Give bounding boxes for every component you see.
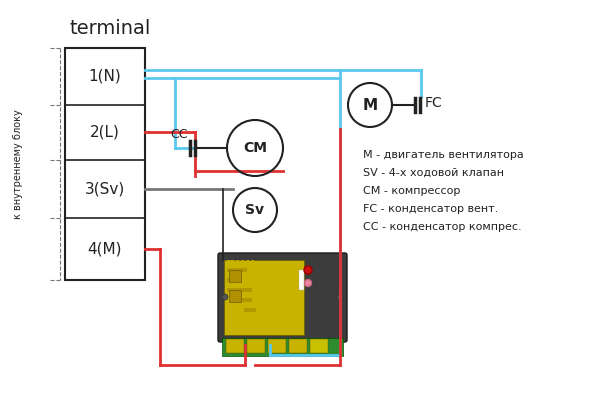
Text: 3(Sv): 3(Sv) [85, 182, 125, 197]
Circle shape [337, 294, 343, 300]
Bar [229, 290, 241, 302]
Text: Sv: Sv [245, 203, 264, 217]
Bar [227, 288, 252, 292]
Bar [299, 270, 304, 290]
Text: 4(M): 4(M) [88, 242, 122, 256]
Text: M - двигатель вентилятора: M - двигатель вентилятора [363, 150, 524, 160]
Text: FC: FC [425, 96, 443, 110]
Bar [65, 48, 145, 280]
Text: 2(L): 2(L) [90, 125, 120, 139]
Bar [226, 339, 244, 353]
Bar [229, 270, 241, 282]
Text: SB004A: SB004A [226, 260, 256, 266]
Bar [227, 268, 247, 272]
Text: CC: CC [170, 128, 187, 141]
Text: CM - компрессор: CM - компрессор [363, 186, 461, 196]
Bar [310, 339, 328, 353]
Bar [224, 260, 304, 335]
Bar [289, 339, 307, 353]
FancyBboxPatch shape [218, 253, 347, 342]
Circle shape [304, 266, 312, 274]
Bar [268, 339, 286, 353]
Bar [227, 278, 242, 282]
Text: к внутреннему блоку: к внутреннему блоку [13, 109, 23, 219]
Circle shape [222, 294, 228, 300]
Bar [234, 298, 252, 302]
Text: M: M [362, 97, 378, 113]
Circle shape [304, 279, 311, 286]
Text: FC - конденсатор вент.: FC - конденсатор вент. [363, 204, 498, 214]
Bar [222, 338, 343, 356]
Bar [244, 308, 256, 312]
Text: SV - 4-х ходовой клапан: SV - 4-х ходовой клапан [363, 168, 504, 178]
Text: CM: CM [243, 141, 267, 155]
Text: 1(N): 1(N) [88, 69, 121, 84]
Text: CC - конденсатор компрес.: CC - конденсатор компрес. [363, 222, 522, 232]
Bar [247, 339, 265, 353]
Text: terminal: terminal [70, 19, 152, 37]
